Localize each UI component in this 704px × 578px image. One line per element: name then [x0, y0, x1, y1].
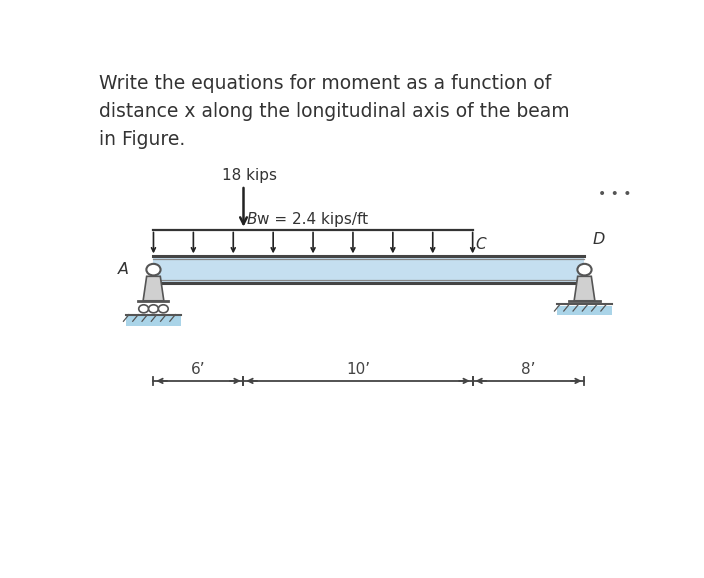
Polygon shape	[143, 276, 164, 301]
Text: • • •: • • •	[598, 187, 631, 201]
Circle shape	[139, 305, 149, 313]
Text: 10’: 10’	[346, 362, 370, 377]
Text: 8’: 8’	[522, 362, 536, 377]
Text: C: C	[475, 237, 486, 252]
Bar	[126, 316, 181, 326]
Circle shape	[577, 264, 591, 276]
Circle shape	[158, 305, 168, 313]
Text: w = 2.4 kips/ft: w = 2.4 kips/ft	[257, 212, 368, 227]
Circle shape	[146, 264, 161, 276]
Text: B: B	[246, 212, 257, 227]
Text: 6’: 6’	[191, 362, 206, 377]
Text: Write the equations for moment as a function of
distance x along the longitudina: Write the equations for moment as a func…	[99, 74, 570, 149]
Bar	[558, 306, 612, 316]
Bar	[153, 256, 584, 283]
Text: D: D	[593, 232, 605, 247]
Polygon shape	[574, 276, 595, 301]
Circle shape	[149, 305, 158, 313]
Text: 18 kips: 18 kips	[222, 168, 277, 183]
Text: A: A	[118, 262, 129, 277]
